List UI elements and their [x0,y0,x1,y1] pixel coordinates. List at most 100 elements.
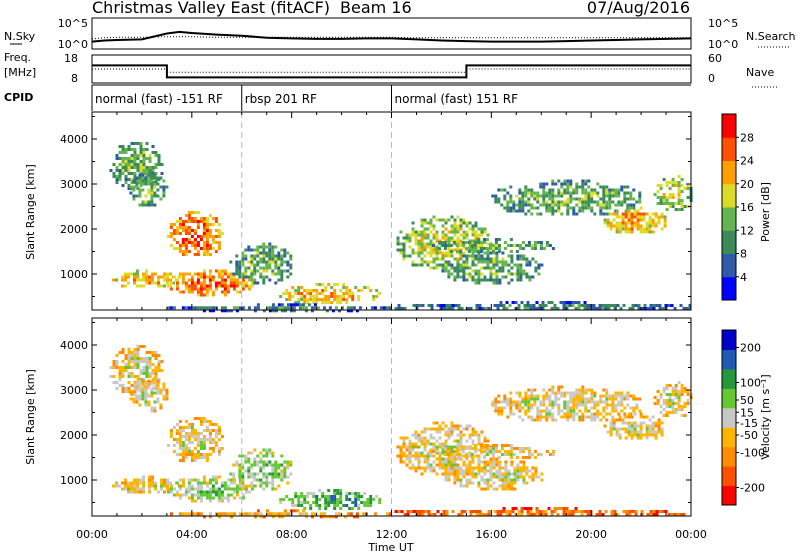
velocity-echo-cell [181,456,185,459]
velocity-echo-cell [202,493,206,497]
power-echo-cell [461,241,465,244]
velocity-echo-cell [268,472,272,476]
power-echo-cell [642,227,646,231]
velocity-echo-cell [612,424,616,428]
power-echo-cell [612,212,616,216]
velocity-echo-cell [562,513,566,516]
velocity-echo-cell [414,466,418,470]
velocity-echo-cell [539,418,543,422]
power-echo-cell [437,241,441,244]
velocity-echo-cell [680,405,684,408]
velocity-echo-cell [593,391,597,395]
power-echo-cell [611,188,615,192]
power-echo-cell [298,306,302,310]
power-echo-cell [438,257,442,261]
velocity-echo-cell [450,466,454,470]
velocity-echo-cell [605,406,609,410]
power-echo-cell [524,200,528,204]
velocity-echo-cell [501,475,505,479]
power-echo-cell [190,306,194,310]
velocity-echo-cell [590,391,594,395]
power-echo-cell [405,233,409,237]
power-echo-cell [121,160,125,163]
power-echo-cell [223,287,227,291]
velocity-echo-cell [241,484,245,488]
power-echo-cell [590,194,594,198]
velocity-echo-cell [214,444,218,447]
velocity-echo-cell [199,499,203,503]
velocity-echo-cell [548,409,552,413]
velocity-echo-cell [144,391,148,395]
velocity-echo-cell [608,394,612,398]
velocity-echo-cell [618,415,622,419]
power-echo-cell [470,244,474,247]
velocity-echo-cell [136,378,140,381]
power-echo-cell [138,191,142,195]
velocity-echo-cell [477,454,481,458]
power-echo-cell [575,188,579,192]
power-echo-cell [608,200,612,204]
power-echo-cell [348,292,352,295]
power-echo-cell [630,227,634,231]
velocity-echo-cell [596,415,600,419]
velocity-echo-cell [498,463,502,467]
velocity-echo-cell [150,388,154,392]
velocity-echo-cell [530,391,534,395]
velocity-echo-cell [508,513,512,516]
velocity-echo-cell [121,366,125,369]
power-echo-cell [133,142,137,145]
velocity-echo-cell [247,490,251,494]
velocity-echo-cell [527,415,531,419]
power-echo-cell [518,203,522,207]
power-echo-cell [478,307,482,310]
power-echo-cell [610,304,614,307]
power-echo-cell [411,248,415,252]
power-echo-cell [466,307,470,310]
velocity-echo-cell [443,447,447,450]
power-colorbar-swatch-1 [722,253,736,278]
velocity-echo-cell [514,507,518,510]
velocity-echo-cell [199,456,203,459]
velocity-echo-cell [572,403,576,407]
velocity-echo-cell [674,390,678,393]
velocity-echo-cell [563,391,567,395]
power-echo-cell [523,307,527,310]
velocity-echo-cell [256,454,260,458]
power-echo-cell [533,197,537,201]
velocity-echo-cell [211,450,215,453]
velocity-echo-cell [460,510,464,513]
power-echo-cell [453,266,457,270]
velocity-echo-cell [259,515,263,519]
velocity-echo-cell [618,433,622,437]
power-echo-cell [510,257,514,261]
power-echo-cell [334,306,338,310]
power-echo-cell [474,233,478,237]
velocity-echo-cell [468,469,472,473]
power-echo-cell [581,197,585,201]
power-echo-cell [512,209,516,213]
power-echo-cell [396,248,400,252]
power-echo-cell [551,191,555,195]
power-echo-cell [420,248,424,252]
velocity-echo-cell [662,414,666,417]
power-echo-cell [175,247,179,250]
power-echo-cell [280,254,284,258]
velocity-echo-cell [441,472,445,476]
power-echo-cell [483,266,487,270]
power-echo-cell [632,197,636,201]
power-echo-cell [629,194,633,198]
velocity-echo-cell [444,460,448,464]
velocity-echo-cell [357,492,361,495]
power-echo-cell [217,244,221,247]
velocity-echo-cell [405,463,409,467]
velocity-echo-cell [453,424,457,428]
power-echo-cell [477,251,481,255]
power-echo-cell [429,218,433,222]
power-echo-cell [495,257,499,261]
power-echo-cell [229,260,233,264]
power-echo-cell [539,212,543,216]
velocity-echo-cell [654,421,658,425]
velocity-echo-cell [415,510,419,513]
power-echo-cell [124,169,128,172]
power-echo-cell [274,263,278,267]
